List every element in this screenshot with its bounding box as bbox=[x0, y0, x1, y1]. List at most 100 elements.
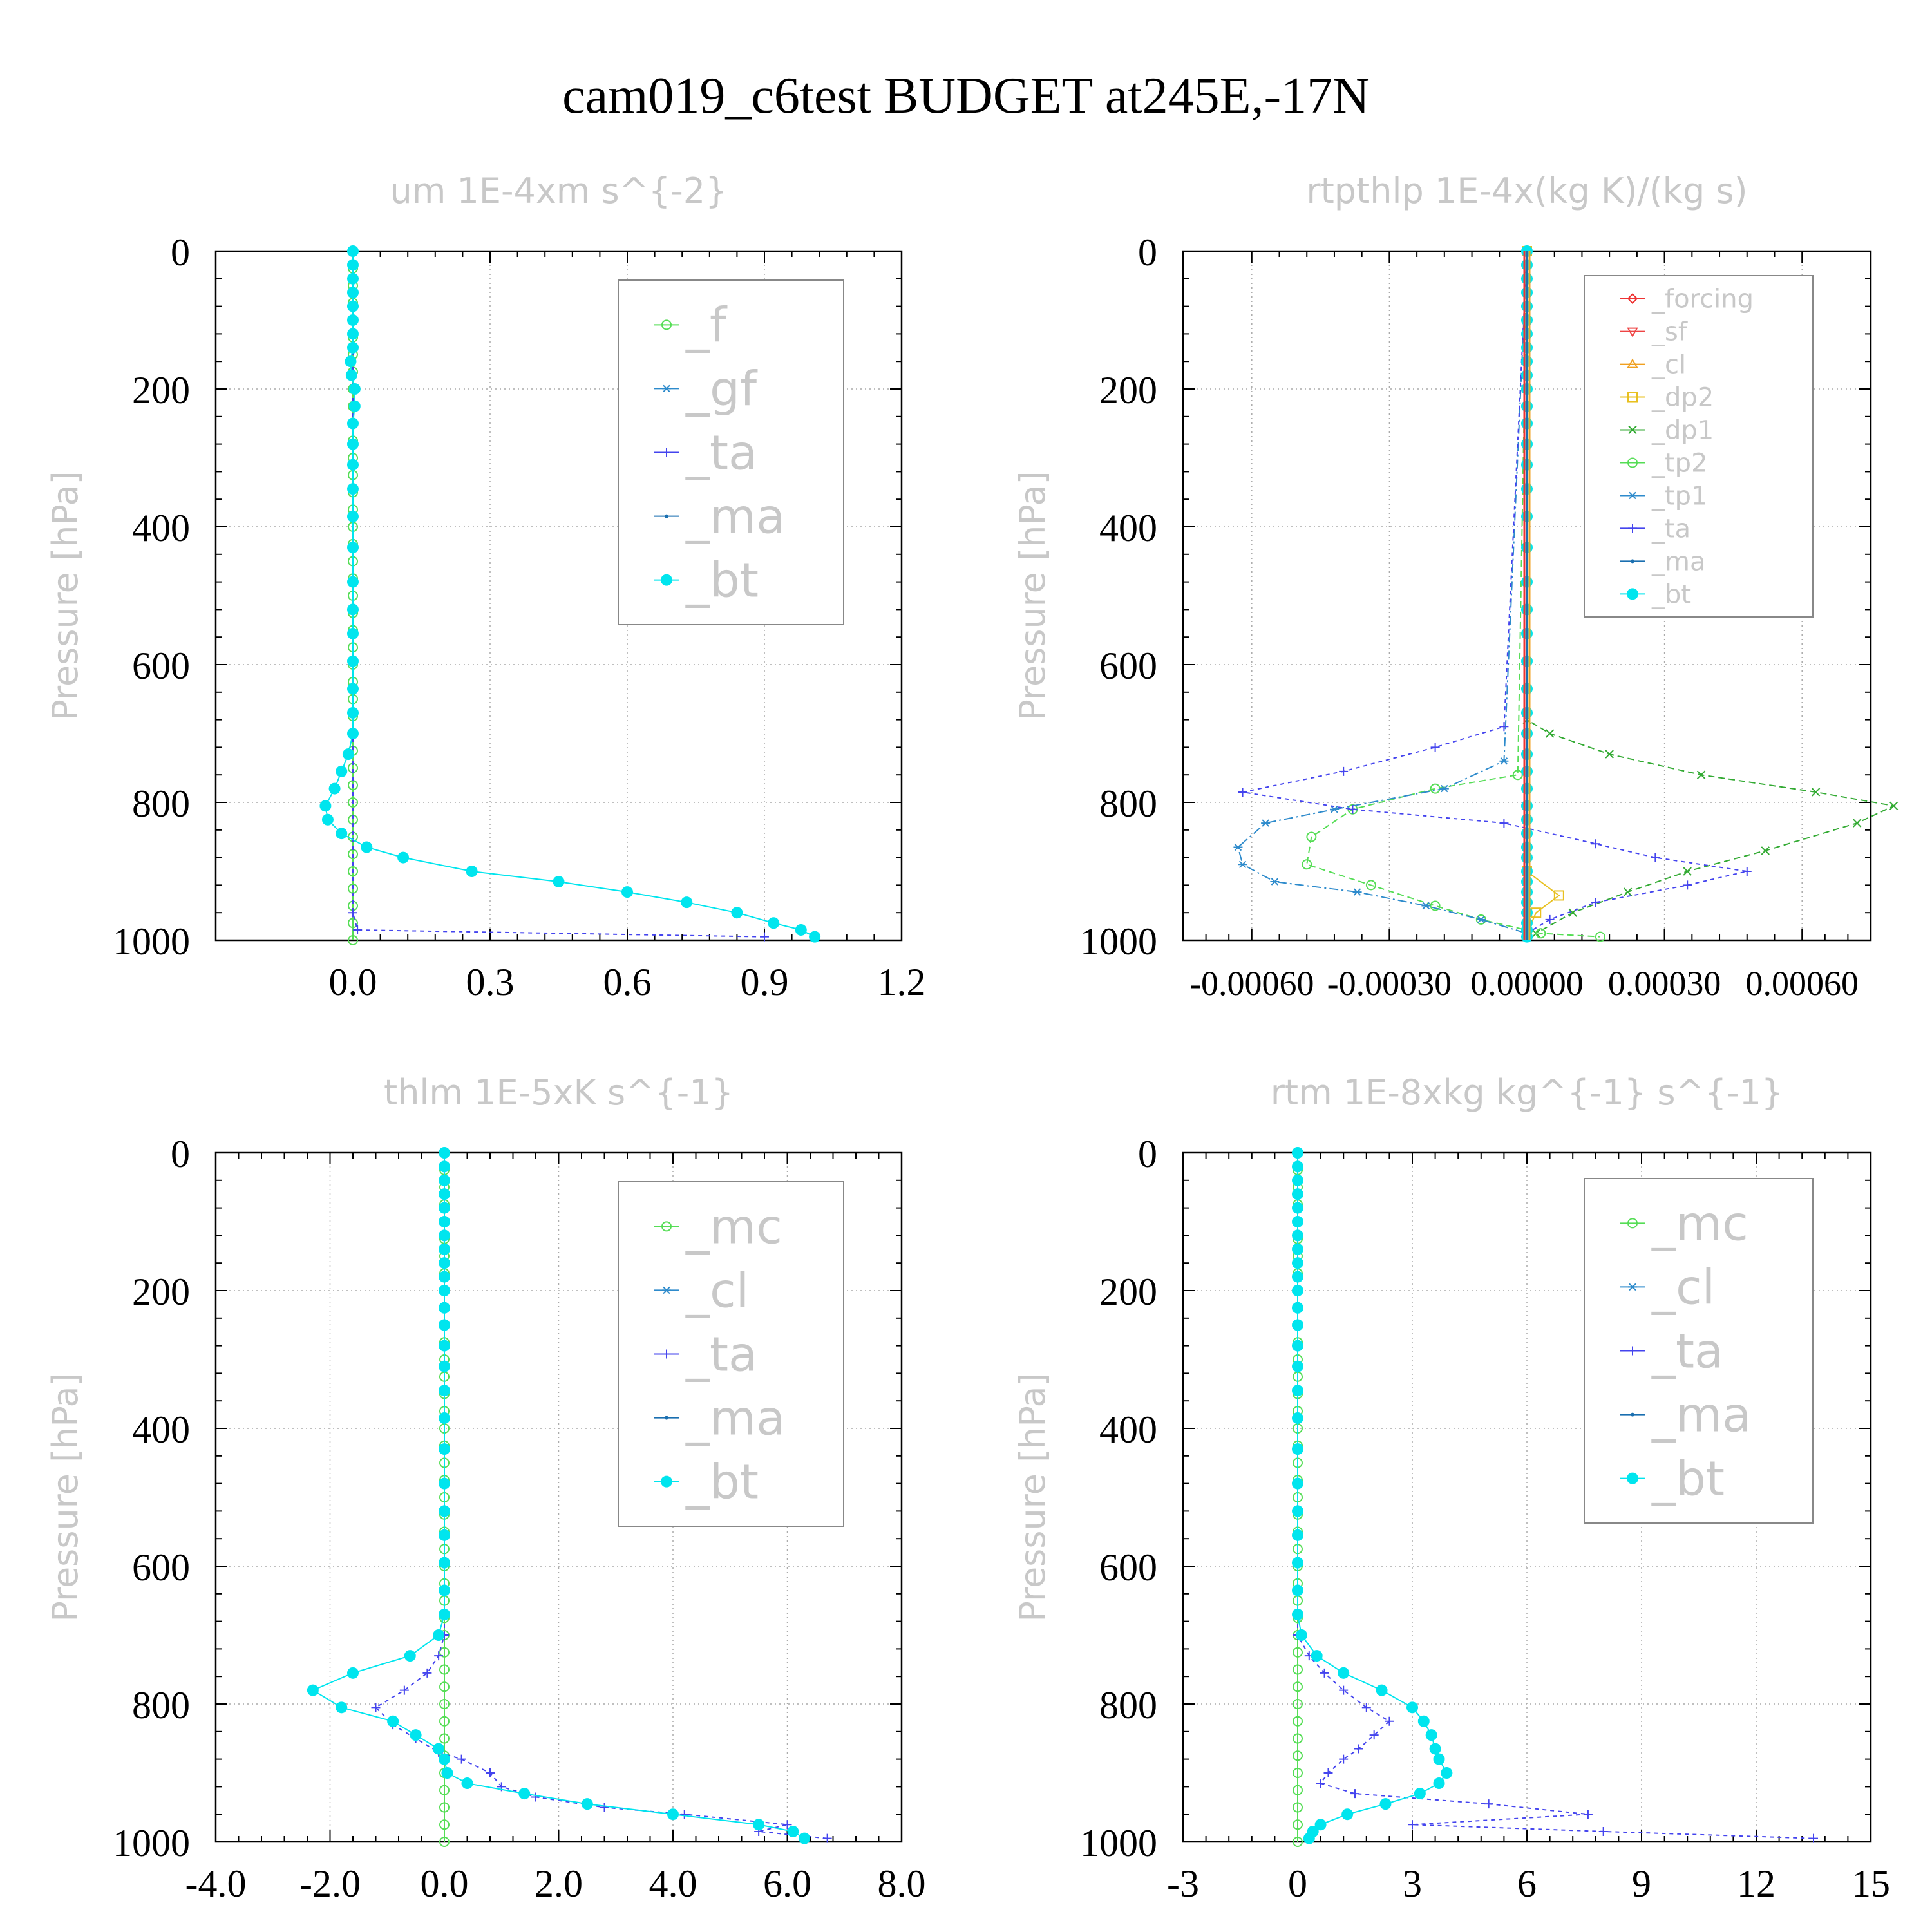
x-tick-label: 4.0 bbox=[649, 1862, 697, 1905]
data-point bbox=[621, 886, 633, 898]
data-point bbox=[433, 1743, 445, 1755]
data-point bbox=[1293, 1699, 1303, 1709]
data-point bbox=[1889, 801, 1899, 811]
data-point bbox=[1329, 805, 1339, 813]
data-point bbox=[1292, 1584, 1303, 1596]
data-point bbox=[404, 1650, 416, 1662]
data-point bbox=[1553, 890, 1564, 901]
data-point bbox=[347, 1667, 359, 1679]
panel-title: thlm 1E-5xK s^{-1} bbox=[384, 1072, 734, 1113]
legend-item: _gf bbox=[654, 361, 758, 417]
data-point bbox=[760, 932, 769, 942]
legend-label: _f bbox=[685, 298, 728, 353]
x-tick-label: 8.0 bbox=[878, 1862, 926, 1905]
data-point bbox=[1761, 846, 1770, 855]
legend-item: _mc bbox=[1620, 1196, 1748, 1251]
x-tick-label: 0.00030 bbox=[1608, 964, 1721, 1003]
y-tick-label: 0 bbox=[1138, 1133, 1157, 1175]
data-point bbox=[1545, 729, 1555, 738]
data-point bbox=[321, 813, 334, 826]
series-bt bbox=[1292, 1147, 1453, 1844]
data-point bbox=[336, 1701, 348, 1714]
legend-label: _ta bbox=[685, 425, 757, 480]
legend-label: _dp2 bbox=[1651, 383, 1714, 413]
data-point bbox=[439, 1202, 450, 1214]
data-point bbox=[1339, 1754, 1349, 1764]
data-point bbox=[347, 728, 359, 739]
legend-item: _ta bbox=[1620, 514, 1690, 544]
series-line bbox=[352, 251, 765, 938]
data-point bbox=[1591, 839, 1600, 849]
data-point bbox=[439, 1505, 450, 1517]
legend-marker bbox=[661, 1221, 672, 1232]
legend: _forcing _sf_cl_dp2_dp1_tp2_tp1_ta _ma _bt bbox=[1584, 275, 1814, 618]
data-point bbox=[1295, 1629, 1307, 1641]
data-point bbox=[328, 782, 341, 795]
data-point bbox=[1292, 1477, 1303, 1490]
x-tick-label: 3 bbox=[1403, 1862, 1422, 1905]
data-point bbox=[439, 1557, 450, 1569]
legend-label: _ma bbox=[1651, 1387, 1751, 1443]
zero-line-terms bbox=[1523, 251, 1531, 940]
legend-marker bbox=[1627, 293, 1638, 305]
legend-label: _mc bbox=[685, 1199, 782, 1255]
data-point bbox=[1406, 1701, 1418, 1714]
x-tick-label: -2.0 bbox=[299, 1862, 361, 1905]
data-point bbox=[1376, 1684, 1388, 1696]
y-tick-label: 400 bbox=[132, 1408, 190, 1451]
data-point bbox=[399, 1685, 409, 1695]
data-point bbox=[1595, 931, 1605, 942]
y-tick-label: 1000 bbox=[113, 920, 190, 963]
legend-marker bbox=[662, 1349, 671, 1359]
data-point bbox=[1293, 1647, 1303, 1658]
data-point bbox=[753, 1819, 765, 1831]
x-tick-label: 0.0 bbox=[329, 961, 377, 1003]
legend-marker bbox=[1628, 491, 1637, 500]
legend-item: _bt bbox=[1620, 1452, 1725, 1507]
y-tick-label: 600 bbox=[1099, 1546, 1157, 1589]
legend-item: _ta bbox=[1620, 1323, 1723, 1379]
x-tick-label: 9 bbox=[1632, 1862, 1651, 1905]
data-point bbox=[439, 1340, 450, 1352]
data-point bbox=[439, 1271, 450, 1283]
legend-item: _ma bbox=[654, 489, 785, 544]
data-point bbox=[1683, 867, 1692, 876]
legend: _f _gf _ta _ma _bt bbox=[618, 279, 844, 625]
panels: um 1E-4xm s^{-2} Pressure [hPa] 0.0 0.3 0.6 0… bbox=[45, 171, 1899, 1905]
panel-title: rtpthlp 1E-4x(kg K)/(kg s) bbox=[1306, 171, 1747, 211]
data-point bbox=[1433, 1777, 1445, 1790]
legend-marker bbox=[662, 1286, 671, 1294]
data-point bbox=[1339, 766, 1349, 776]
data-point bbox=[422, 1668, 432, 1678]
data-point bbox=[466, 866, 478, 877]
data-point bbox=[1293, 1819, 1303, 1830]
data-point bbox=[1306, 831, 1317, 842]
data-point bbox=[439, 1819, 450, 1830]
data-point bbox=[348, 866, 358, 876]
data-point bbox=[1339, 1685, 1349, 1695]
y-tick-label: 1000 bbox=[1080, 1822, 1157, 1864]
y-tick-label: 200 bbox=[132, 369, 190, 412]
data-point bbox=[731, 907, 743, 919]
legend-item: _ma bbox=[654, 1390, 785, 1446]
legend-label: _cl bbox=[685, 1263, 749, 1318]
y-tick-label: 600 bbox=[132, 1546, 190, 1589]
data-point bbox=[1605, 750, 1614, 759]
legend-marker bbox=[662, 384, 671, 393]
data-point bbox=[1354, 1744, 1363, 1754]
data-point bbox=[1292, 1257, 1303, 1269]
data-point bbox=[1430, 743, 1440, 752]
data-point bbox=[1292, 1229, 1303, 1242]
data-point bbox=[439, 1647, 450, 1658]
data-point bbox=[439, 1802, 450, 1813]
data-point bbox=[461, 1777, 473, 1790]
data-point bbox=[1292, 1302, 1303, 1314]
data-point bbox=[347, 683, 359, 695]
legend-label: _bt bbox=[685, 1455, 759, 1510]
data-point bbox=[347, 576, 359, 588]
data-point bbox=[1361, 1703, 1371, 1712]
data-point bbox=[1293, 1768, 1303, 1778]
data-point bbox=[347, 314, 359, 326]
y-tick-label: 1000 bbox=[113, 1822, 190, 1864]
